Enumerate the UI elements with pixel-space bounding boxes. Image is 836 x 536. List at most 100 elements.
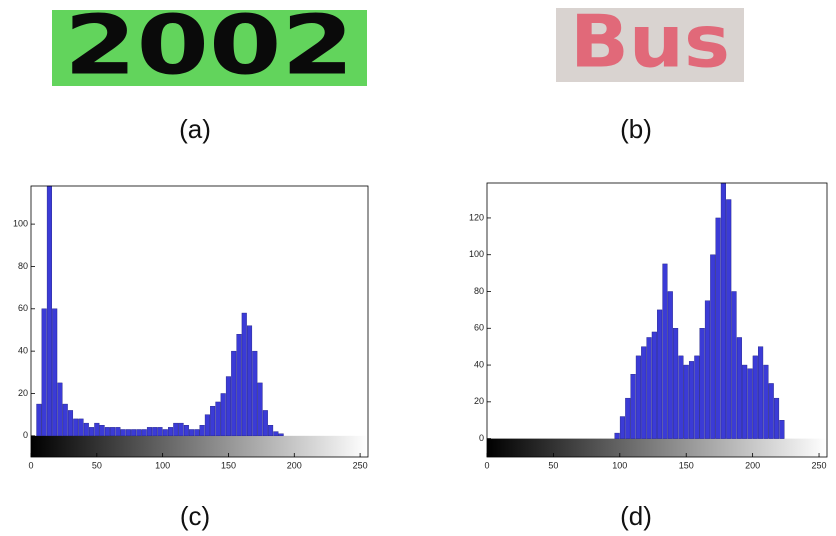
bar bbox=[194, 429, 200, 437]
caption: (a) bbox=[179, 114, 211, 144]
bar bbox=[199, 425, 205, 437]
bar bbox=[168, 427, 174, 437]
bar bbox=[210, 405, 216, 437]
histogram: 0 20 40 60 80 100 120 0 50 100 150 200 250 (d) bbox=[469, 182, 828, 531]
axes-box bbox=[30, 185, 369, 458]
y-tick-label: 80 bbox=[474, 286, 484, 296]
bar bbox=[742, 364, 748, 439]
colorbar bbox=[31, 435, 368, 457]
bar bbox=[94, 422, 100, 437]
bar bbox=[120, 429, 126, 437]
y-tick-label: 40 bbox=[474, 359, 484, 369]
bar bbox=[252, 350, 258, 437]
bar bbox=[635, 355, 641, 439]
bar bbox=[152, 427, 158, 437]
bar bbox=[752, 355, 758, 439]
y-tick-label: 60 bbox=[474, 323, 484, 333]
bar bbox=[710, 254, 716, 439]
bar bbox=[125, 429, 131, 437]
bar bbox=[747, 368, 753, 439]
x-tick-label: 150 bbox=[679, 460, 694, 470]
bar bbox=[78, 418, 84, 437]
bar bbox=[162, 429, 168, 437]
bar bbox=[736, 337, 742, 439]
bar bbox=[625, 397, 631, 439]
bar bbox=[768, 383, 774, 439]
x-tick-label: 250 bbox=[353, 460, 368, 470]
axes-box bbox=[486, 182, 828, 458]
y-tick-label: 40 bbox=[18, 346, 28, 356]
y-tick-label: 0 bbox=[479, 433, 484, 443]
bar bbox=[720, 182, 726, 439]
bar bbox=[657, 309, 663, 439]
image-a: 2002 bbox=[52, 0, 367, 93]
image-text: Bus bbox=[570, 0, 730, 84]
bar bbox=[115, 427, 121, 437]
bar bbox=[688, 361, 695, 439]
bar bbox=[731, 291, 737, 439]
bar bbox=[278, 433, 284, 437]
bar bbox=[614, 432, 620, 439]
image-background bbox=[52, 10, 367, 86]
bar bbox=[52, 308, 58, 437]
x-tick-label: 150 bbox=[221, 460, 236, 470]
bar bbox=[189, 429, 195, 437]
y-tick-label: 0 bbox=[23, 430, 28, 440]
bar bbox=[662, 263, 668, 439]
image-background bbox=[556, 8, 744, 82]
plot-area bbox=[31, 186, 368, 457]
bar bbox=[136, 429, 142, 437]
image-b: Bus bbox=[556, 0, 744, 84]
bar bbox=[641, 346, 647, 439]
image-text: 2002 bbox=[64, 0, 354, 93]
y-tick-label: 20 bbox=[18, 388, 28, 398]
bar bbox=[630, 374, 636, 439]
histogram: 0 20 40 60 80 100 0 50 100 150 200 250 (c) bbox=[13, 185, 369, 531]
bar bbox=[667, 291, 673, 439]
bar bbox=[99, 425, 105, 437]
bar bbox=[231, 350, 237, 437]
x-tick-label: 200 bbox=[287, 460, 302, 470]
bar bbox=[141, 429, 147, 437]
y-tick-label: 80 bbox=[18, 261, 28, 271]
y-tick-label: 100 bbox=[469, 249, 484, 259]
bar bbox=[262, 410, 268, 437]
bar bbox=[699, 328, 705, 439]
bar bbox=[678, 355, 684, 439]
bar bbox=[104, 427, 110, 437]
bar bbox=[715, 217, 721, 439]
x-tick-label: 50 bbox=[92, 460, 102, 470]
bar bbox=[673, 328, 679, 439]
bar bbox=[694, 355, 700, 439]
bar bbox=[773, 397, 780, 439]
bar bbox=[73, 418, 79, 437]
bar bbox=[83, 422, 89, 437]
x-tick-label: 100 bbox=[612, 460, 627, 470]
bar bbox=[220, 393, 226, 437]
bar bbox=[273, 431, 279, 437]
bar bbox=[268, 425, 274, 437]
bar bbox=[157, 427, 163, 437]
x-tick-label: 0 bbox=[28, 460, 33, 470]
x-tick-label: 200 bbox=[745, 460, 760, 470]
colorbar bbox=[487, 438, 827, 457]
bar bbox=[110, 427, 116, 437]
caption: (d) bbox=[620, 501, 652, 531]
bar bbox=[651, 331, 657, 439]
bar bbox=[215, 401, 221, 437]
bar bbox=[41, 308, 47, 437]
x-tick-label: 100 bbox=[155, 460, 170, 470]
bar bbox=[704, 300, 711, 439]
y-tick-label: 120 bbox=[469, 212, 484, 222]
bar bbox=[178, 422, 184, 437]
bar bbox=[62, 403, 68, 437]
bar bbox=[89, 427, 95, 437]
bar bbox=[758, 346, 764, 439]
caption: (c) bbox=[180, 501, 210, 531]
bar bbox=[36, 403, 42, 437]
bar bbox=[236, 334, 242, 437]
x-tick-label: 250 bbox=[812, 460, 827, 470]
x-tick-label: 50 bbox=[548, 460, 558, 470]
bar bbox=[683, 364, 689, 439]
